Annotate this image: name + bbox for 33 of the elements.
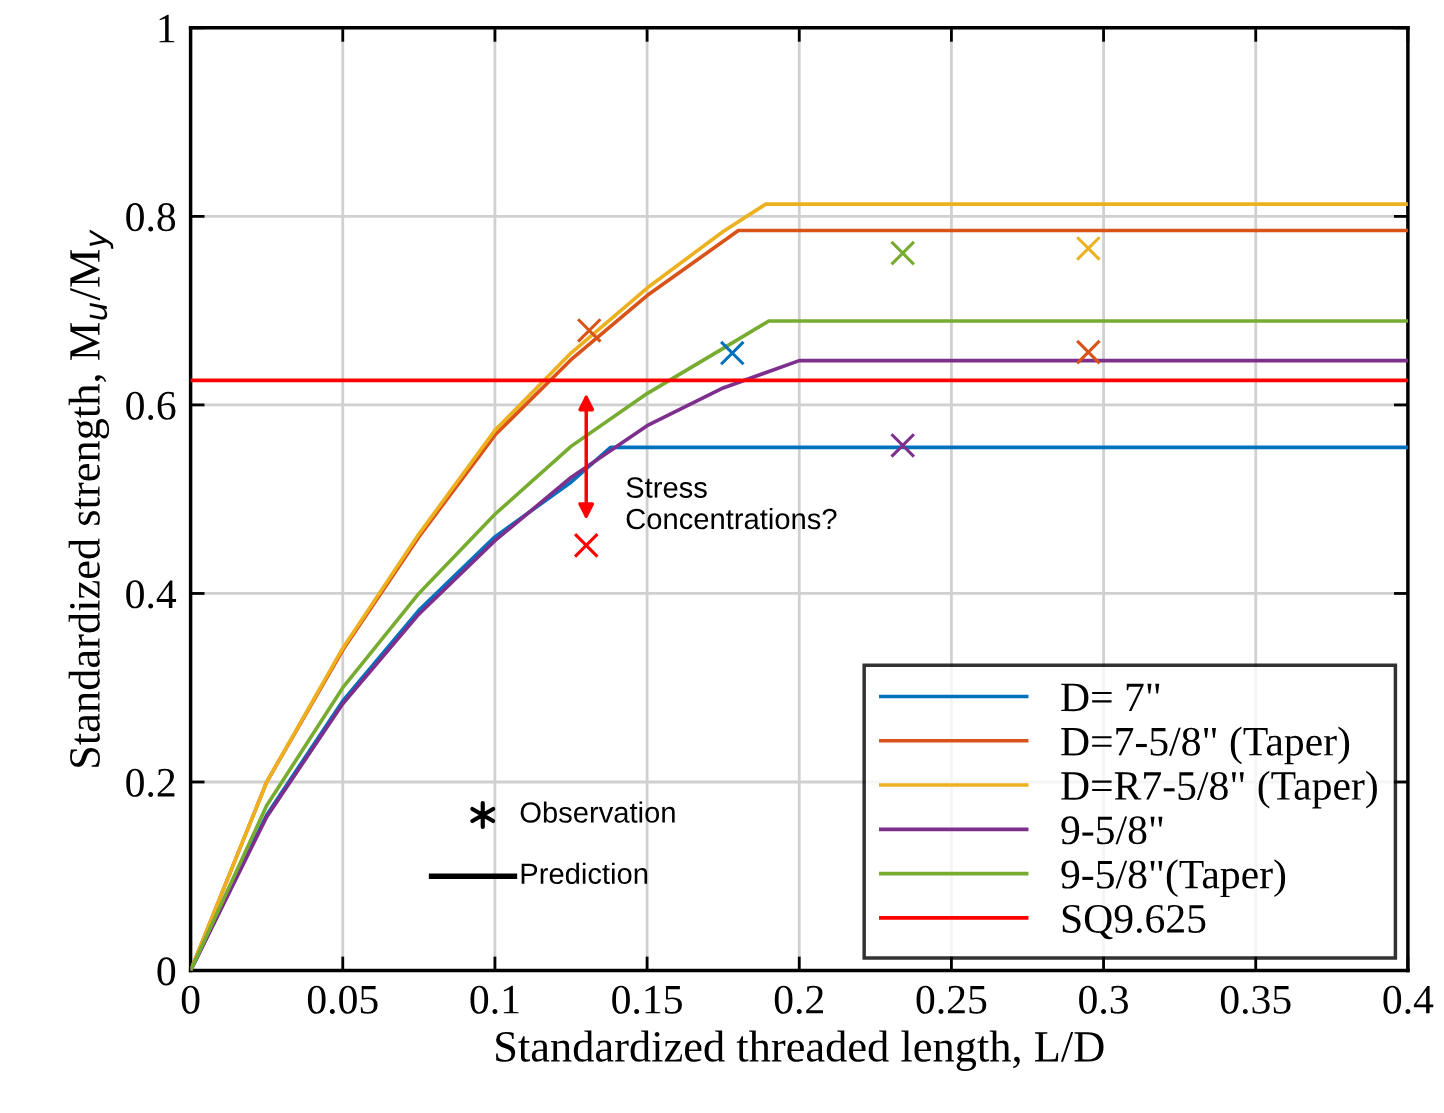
- y-tick-label: 0.8: [126, 203, 176, 232]
- point: [1075, 235, 1102, 262]
- y-tick-label: 0.6: [126, 391, 176, 420]
- x-tick-label: 0.25: [916, 985, 987, 1014]
- x-tick-label: 0.35: [1220, 985, 1291, 1014]
- point: [573, 532, 599, 559]
- x-tick-label: 0: [181, 985, 200, 1014]
- y-tick-label: 0: [157, 957, 176, 986]
- legend-label: 9-5/8": [1061, 816, 1163, 845]
- point: [719, 340, 746, 366]
- legend-label: SQ9.625: [1062, 904, 1206, 940]
- x-tick-label: 0.2: [774, 985, 823, 1014]
- y-tick-label: 0.4: [126, 580, 177, 609]
- y-axis-title: Standardized strength, M$_{u}$/M$_{y}$: [68, 229, 114, 767]
- x-tick-label: 0.3: [1079, 985, 1128, 1014]
- legend-label: D=7-5/8" (Taper): [1061, 726, 1350, 765]
- annotation: Prediction: [521, 862, 648, 885]
- legend-label: D=R7-5/8" (Taper): [1061, 770, 1377, 809]
- x-tick-label: 0.15: [612, 985, 682, 1014]
- point: [890, 240, 916, 266]
- y-tick-label: 1: [159, 14, 175, 43]
- point: [890, 432, 916, 459]
- y-tick-label: 0.2: [126, 768, 175, 798]
- point: [576, 317, 602, 344]
- legend-label: D= 7": [1061, 683, 1160, 712]
- legend-label: 9-5/8"(Taper): [1061, 859, 1286, 898]
- annotation: Stress Concentrations?: [626, 477, 837, 530]
- x-tick-label: 0.05: [307, 985, 378, 1014]
- annotation: Observation: [520, 801, 675, 823]
- x-axis-title: Standardized threaded length, L/D: [496, 1030, 1104, 1071]
- x-tick-label: 0.4: [1383, 985, 1434, 1014]
- x-tick-label: 0.1: [470, 985, 519, 1014]
- point: [1075, 339, 1102, 365]
